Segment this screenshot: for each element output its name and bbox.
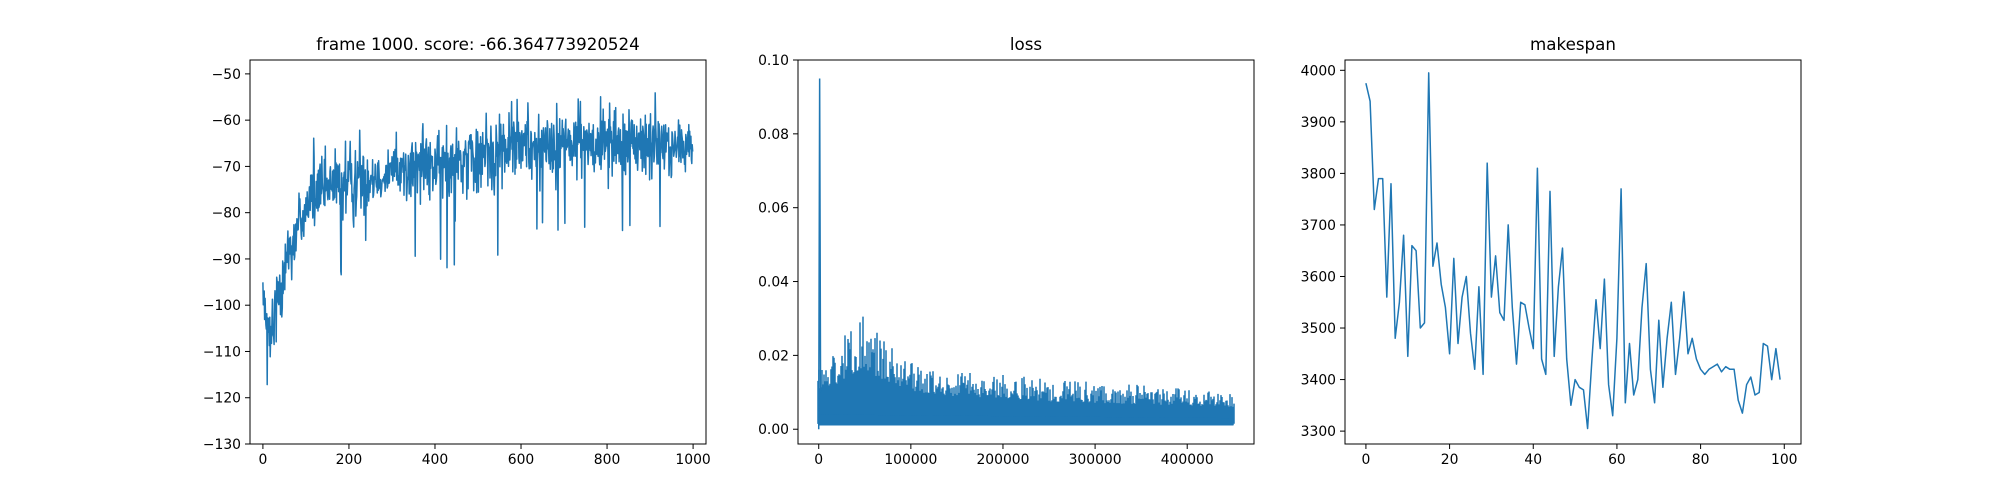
x-tick-label: 300000: [1069, 452, 1122, 468]
x-tick-label: 20: [1441, 452, 1459, 468]
x-tick-label: 400: [422, 452, 449, 468]
x-tick-label: 800: [594, 452, 621, 468]
y-tick-label: −50: [212, 67, 241, 83]
x-tick-label: 600: [508, 452, 535, 468]
y-tick-label: −80: [212, 206, 241, 222]
y-tick-label: 0.02: [758, 348, 789, 364]
loss-series-band: [818, 414, 1234, 426]
y-tick-label: −90: [212, 252, 241, 268]
y-tick-label: −100: [203, 298, 241, 314]
x-tick-label: 100000: [884, 452, 937, 468]
chart-1-frame: [249, 59, 707, 445]
x-tick-label: 200000: [976, 452, 1029, 468]
chart-2-plot: [817, 78, 1235, 430]
makespan-series-line: [1365, 72, 1781, 430]
loss-series-spike: [817, 78, 822, 430]
chart-3: makespan 0 20 40 60 80 100 3300 3400 3500 3600 3700…: [1301, 34, 1802, 468]
x-tick-label: 1000: [675, 452, 710, 468]
x-tick-label: 400000: [1161, 452, 1214, 468]
chart-2: loss 0 100000 200000 300000 400000 0.00 0.02 0.0…: [758, 34, 1255, 468]
y-tick-label: 0.06: [758, 201, 789, 217]
chart-3-plot: [1365, 72, 1781, 430]
y-tick-label: 3900: [1301, 115, 1336, 131]
y-tick-label: −130: [203, 437, 241, 453]
y-tick-label: 0.00: [758, 422, 789, 438]
y-tick-label: −110: [203, 344, 241, 360]
y-tick-label: 3400: [1301, 373, 1336, 389]
y-tick-label: 3800: [1301, 166, 1336, 182]
chart-3-frame: [1344, 59, 1802, 445]
x-tick-label: 0: [814, 452, 823, 468]
chart-3-title: makespan: [1530, 34, 1616, 54]
chart-1-title: frame 1000. score: -66.364773920524: [316, 34, 640, 54]
y-tick-label: 3600: [1301, 269, 1336, 285]
x-tick-label: 200: [336, 452, 363, 468]
chart-2-frame: [797, 59, 1255, 445]
y-tick-label: 4000: [1301, 63, 1336, 79]
y-tick-label: −120: [203, 391, 241, 407]
chart-2-title: loss: [1010, 34, 1042, 54]
score-series-line: [262, 92, 694, 386]
x-tick-label: 80: [1692, 452, 1710, 468]
y-tick-label: −70: [212, 159, 241, 175]
y-tick-label: 3700: [1301, 218, 1336, 234]
y-tick-label: 0.10: [758, 53, 789, 69]
x-tick-label: 100: [1771, 452, 1798, 468]
chart-1: frame 1000. score: -66.364773920524 0 200 4…: [203, 34, 711, 468]
y-tick-label: 3300: [1301, 424, 1336, 440]
x-tick-label: 60: [1608, 452, 1626, 468]
loss-series-line: [817, 316, 1235, 426]
y-tick-label: 0.08: [758, 127, 789, 143]
y-tick-label: 3500: [1301, 321, 1336, 337]
y-tick-label: 0.04: [758, 275, 789, 291]
y-tick-label: −60: [212, 113, 241, 129]
x-tick-label: 0: [1361, 452, 1370, 468]
chart-1-plot: [262, 92, 694, 386]
x-tick-label: 0: [258, 452, 267, 468]
x-tick-label: 40: [1524, 452, 1542, 468]
